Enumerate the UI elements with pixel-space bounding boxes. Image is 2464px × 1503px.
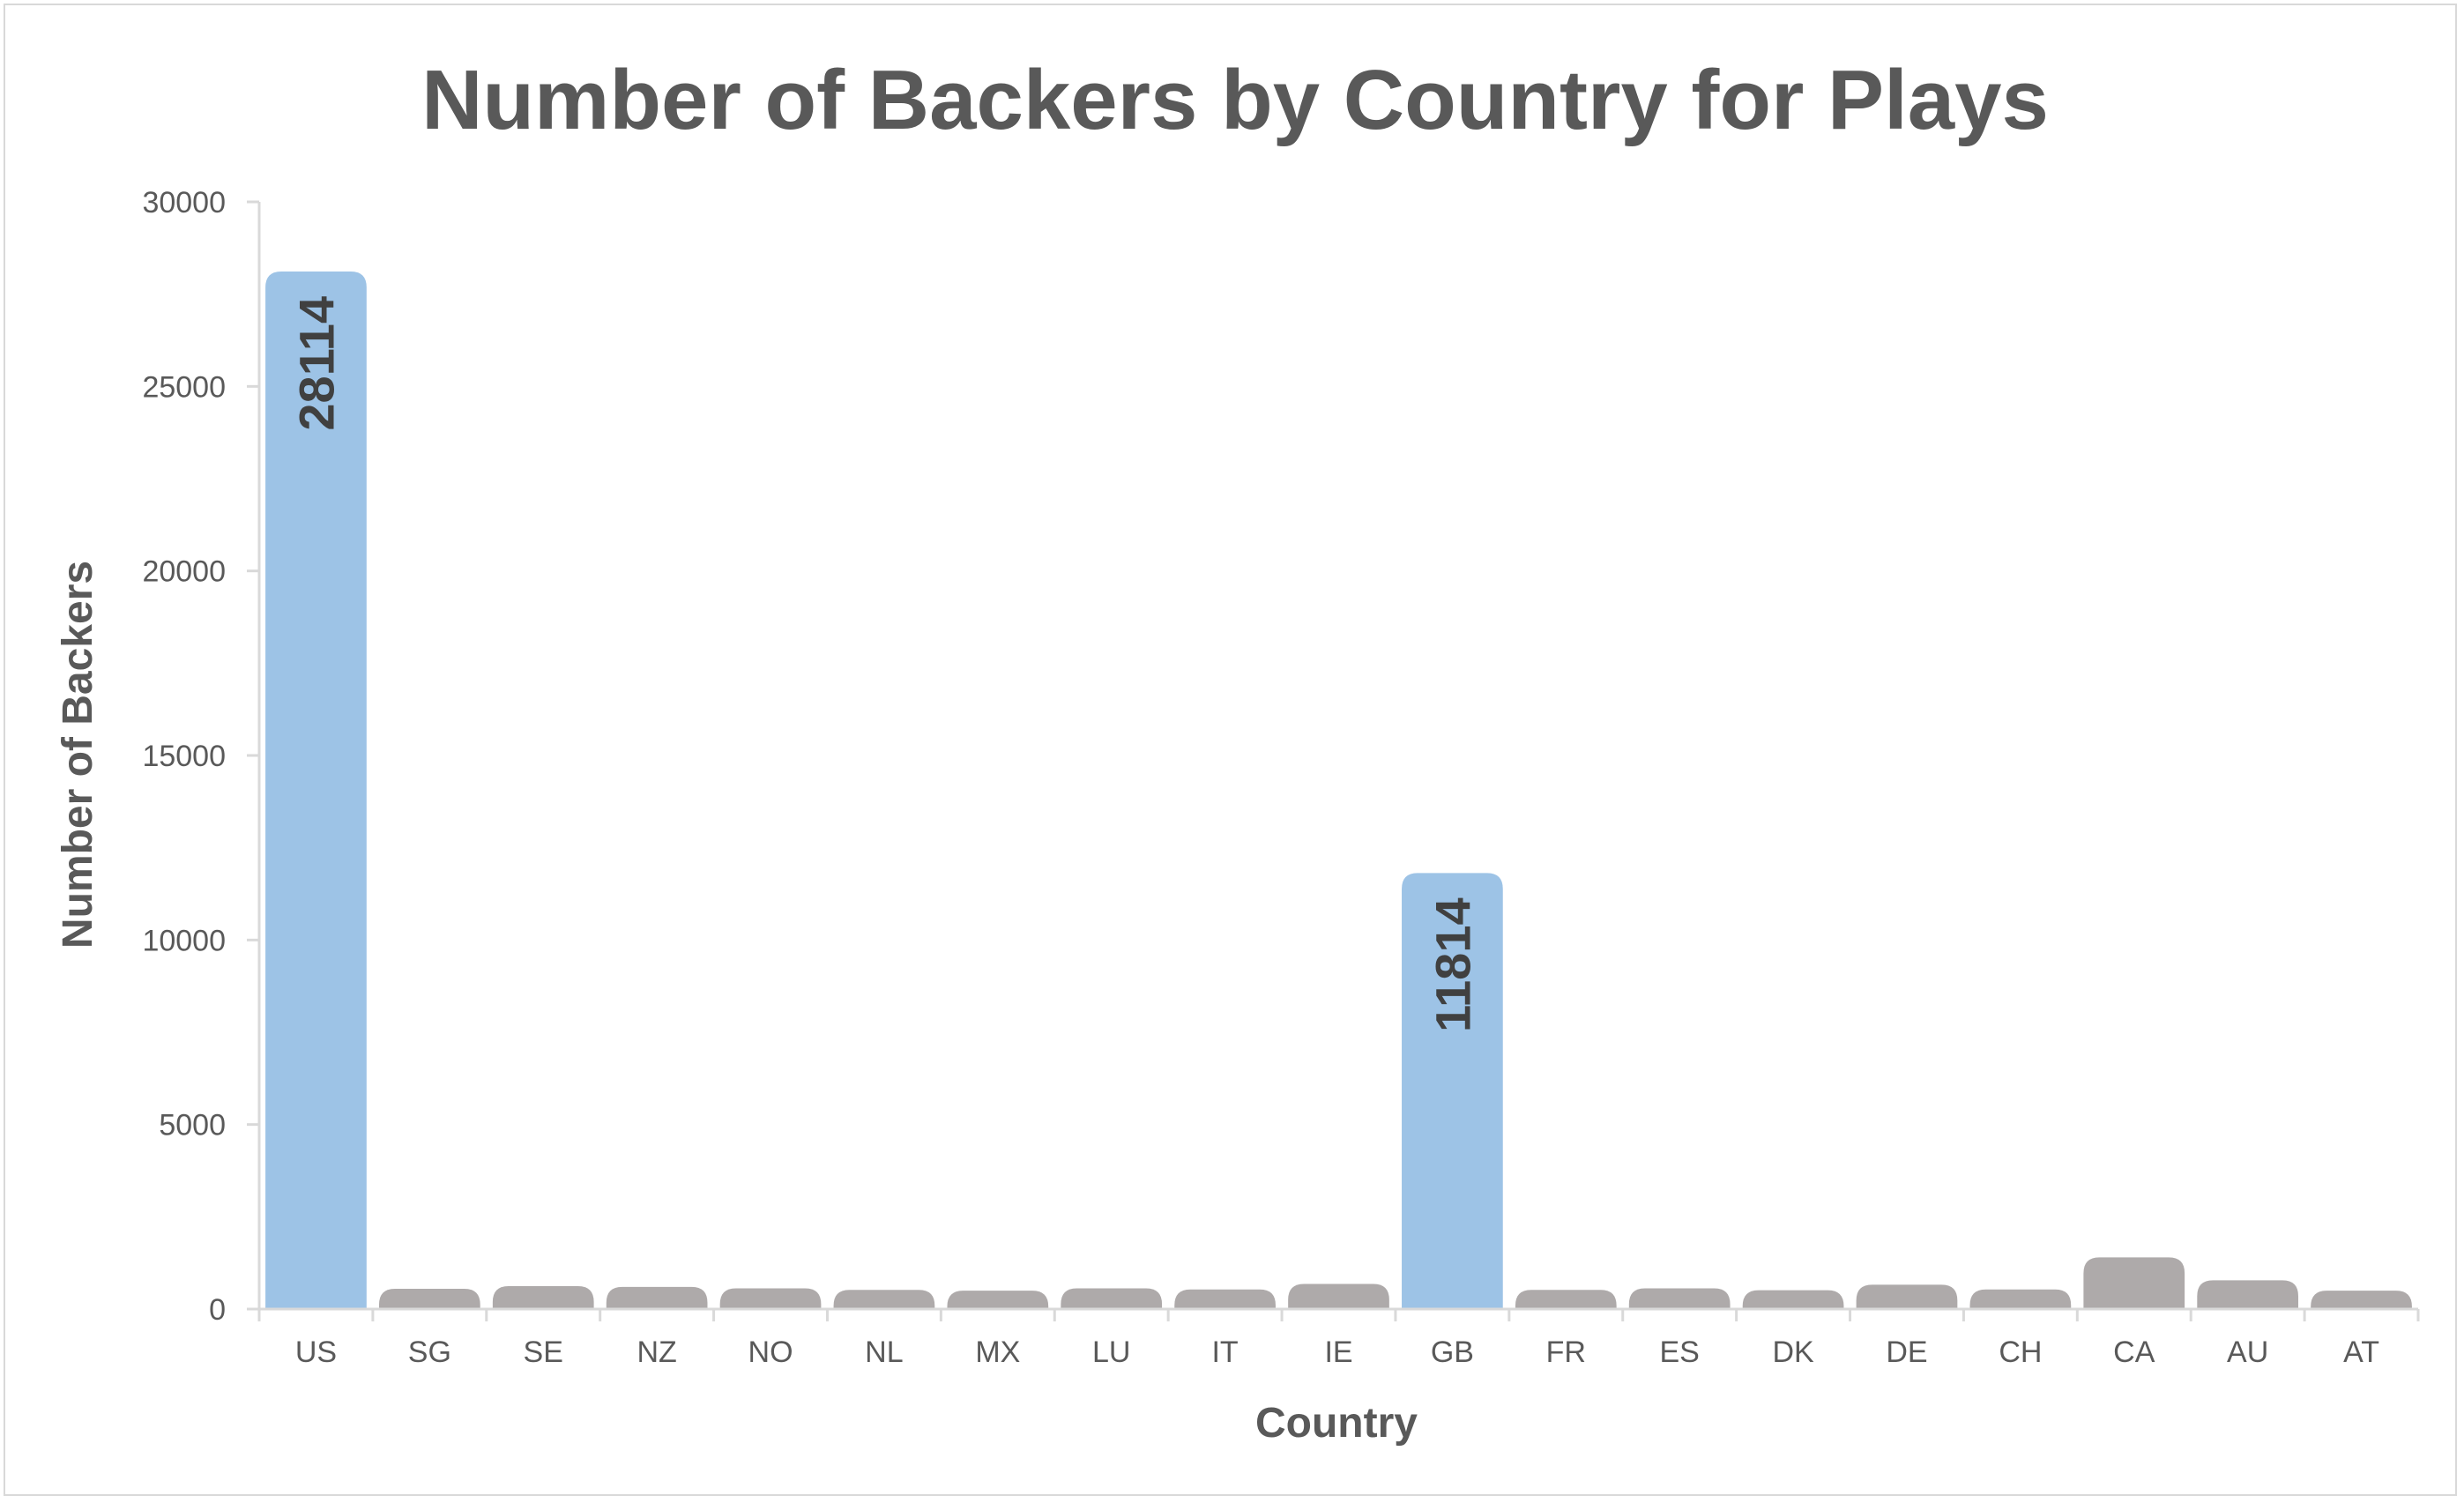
bar-sg — [378, 1288, 480, 1309]
y-axis-title: Number of Backers — [55, 561, 101, 949]
x-tick-label-nl: NL — [865, 1336, 903, 1369]
bar-fr — [1515, 1290, 1617, 1309]
bar-se — [492, 1286, 594, 1309]
bar-nl — [833, 1290, 935, 1309]
data-labels: 28114 11814 — [288, 296, 1480, 1032]
y-tick-label-5000: 5000 — [159, 1109, 226, 1142]
bar-lu — [1061, 1288, 1163, 1309]
data-label-us: 28114 — [288, 296, 344, 431]
bar-de — [1856, 1284, 1958, 1309]
x-tick-label-it: IT — [1211, 1336, 1238, 1369]
x-tick-label-lu: LU — [1092, 1336, 1130, 1369]
x-axis-ticks: US SG SE NZ NO NL MX LU IT IE GB FR ES DK DE CH CA AU AT — [257, 1309, 2420, 1369]
x-tick-label-au: AU — [2227, 1336, 2268, 1369]
chart-title: Number of Backers by Country for Plays — [421, 53, 2049, 147]
x-tick-label-fr: FR — [1546, 1336, 1586, 1369]
bar-gb — [1402, 873, 1503, 1309]
bar-dk — [1742, 1290, 1844, 1309]
bar-ch — [1969, 1289, 2072, 1309]
x-tick-label-mx: MX — [975, 1336, 1020, 1369]
bar-us — [265, 271, 367, 1309]
bar-nz — [606, 1286, 708, 1309]
y-tick-label-0: 0 — [209, 1293, 226, 1327]
bar-it — [1174, 1289, 1276, 1309]
x-axis-title: Country — [1255, 1400, 1418, 1447]
bars — [265, 271, 2412, 1309]
y-axis-ticks: 0 5000 10000 15000 20000 25000 30000 — [142, 186, 259, 1327]
x-tick-label-nz: NZ — [636, 1336, 676, 1369]
bar-es — [1628, 1288, 1731, 1309]
x-tick-label-sg: SG — [408, 1336, 451, 1369]
bar-mx — [947, 1291, 1049, 1309]
x-tick-label-es: ES — [1660, 1336, 1700, 1369]
data-label-gb: 11814 — [1425, 897, 1480, 1032]
x-tick-label-se: SE — [524, 1336, 563, 1369]
x-tick-label-ch: CH — [1999, 1336, 2042, 1369]
bar-ca — [2083, 1257, 2185, 1309]
x-tick-label-us: US — [295, 1336, 337, 1369]
x-tick-label-ie: IE — [1324, 1336, 1352, 1369]
bar-ie — [1288, 1284, 1389, 1309]
y-tick-label-10000: 10000 — [142, 924, 226, 957]
y-tick-label-30000: 30000 — [142, 186, 226, 219]
chart-frame: Number of Backers by Country for Plays N… — [4, 4, 2457, 1496]
x-tick-label-at: AT — [2343, 1336, 2379, 1369]
x-tick-label-no: NO — [748, 1336, 793, 1369]
y-tick-label-25000: 25000 — [142, 370, 226, 404]
y-tick-label-20000: 20000 — [142, 555, 226, 589]
x-tick-label-de: DE — [1886, 1336, 1927, 1369]
bar-at — [2311, 1291, 2412, 1309]
x-tick-label-gb: GB — [1431, 1336, 1474, 1369]
bar-au — [2197, 1280, 2299, 1309]
bar-chart: Number of Backers by Country for Plays N… — [55, 53, 2420, 1447]
y-tick-label-15000: 15000 — [142, 740, 226, 773]
bar-no — [719, 1288, 822, 1309]
x-tick-label-ca: CA — [2113, 1336, 2155, 1369]
x-tick-label-dk: DK — [1772, 1336, 1814, 1369]
